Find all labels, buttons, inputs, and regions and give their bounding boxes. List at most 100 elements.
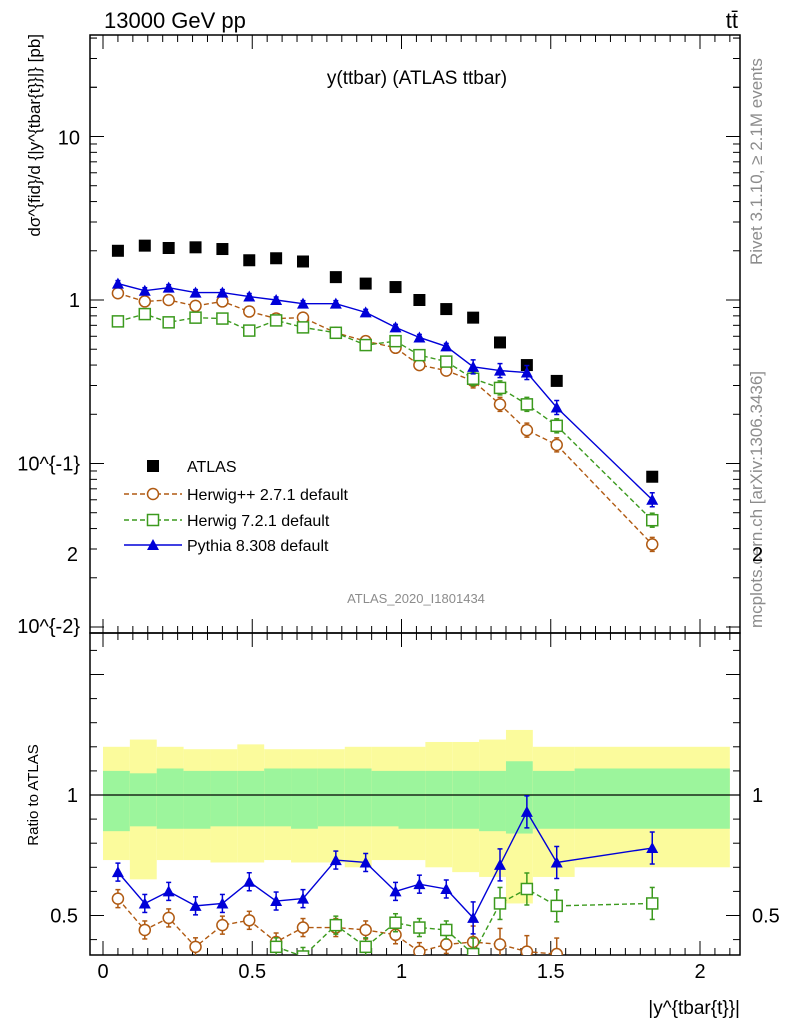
point-pythia	[520, 366, 533, 378]
ratio-point-herwig7	[359, 940, 372, 954]
point-atlas	[467, 311, 480, 324]
legend-marker-herwigpp	[146, 487, 160, 501]
ratio-point-pythia	[520, 805, 533, 817]
band-inner-segment	[317, 768, 345, 827]
main-y-axis-label: dσ^{fid}/d {|y^{tbar{t}}|} [pb]	[25, 34, 44, 237]
ratio-point-herwig7	[329, 918, 343, 932]
point-atlas	[162, 241, 175, 254]
legend-marker-herwig7	[146, 513, 160, 527]
y-tick-label: 10^{-2}	[17, 616, 80, 638]
ratio-point-herwigpp	[243, 914, 256, 927]
main-y-tick-labels: 10 1 10^{-1} 10^{-2}	[17, 128, 80, 639]
band-inner-segment	[237, 770, 265, 827]
legend-label-pythia: Pythia 8.308 default	[187, 538, 329, 555]
point-atlas	[440, 303, 453, 316]
band-inner-segment	[103, 770, 130, 832]
point-pythia	[550, 401, 563, 413]
ratio-point-pythia	[296, 892, 309, 904]
legend-marker-pythia	[147, 539, 159, 550]
series-line-pythia	[117, 282, 653, 501]
point-herwig7	[413, 348, 426, 362]
point-atlas	[216, 243, 229, 256]
band-inner-segment	[371, 770, 399, 827]
ratio-point-pythia	[216, 897, 229, 909]
x-tick-label: 1	[396, 961, 407, 983]
band-inner-segment	[425, 770, 453, 829]
point-herwigpp	[189, 299, 202, 313]
energy-label: 13000 GeV pp	[104, 8, 246, 33]
point-pythia	[296, 297, 309, 309]
process-label: tt̄	[726, 8, 738, 33]
ratio-y-tick-label-right: 2	[752, 544, 763, 566]
ratio-plot-panel: 0 0.5 1 1.5 2 0.5 0.5 1 1 2 2	[50, 544, 780, 983]
point-atlas	[646, 470, 659, 483]
ratio-point-pythia	[359, 856, 372, 868]
ratio-series-pythia	[111, 795, 659, 935]
ratio-point-herwigpp	[111, 892, 125, 905]
main-plot-panel: 10 1 10^{-1} 10^{-2}	[17, 34, 741, 639]
point-pythia	[646, 493, 659, 505]
legend-label-herwigpp: Herwig++ 2.7.1 default	[187, 487, 349, 504]
point-pythia	[467, 360, 480, 372]
ratio-x-ticks	[102, 633, 731, 955]
point-herwig7	[493, 381, 507, 395]
ratio-point-herwigpp	[189, 940, 202, 954]
ratio-point-herwig7	[550, 899, 563, 913]
ratio-line-pythia	[117, 810, 653, 920]
point-pythia	[359, 306, 372, 318]
band-inner-segment	[210, 770, 238, 827]
ratio-y-tick-label: 0.5	[50, 906, 78, 928]
series-atlas	[111, 239, 659, 483]
ratio-point-pythia	[413, 878, 426, 890]
point-pythia	[389, 321, 402, 333]
band-inner-segment	[344, 768, 372, 827]
point-herwig7	[269, 314, 283, 327]
point-atlas	[389, 281, 402, 294]
band-inner-segment	[156, 768, 184, 829]
point-herwig7	[111, 315, 125, 328]
ratio-point-pythia	[646, 842, 659, 854]
ratio-point-pythia	[389, 885, 402, 897]
point-pythia	[440, 340, 453, 352]
ratio-point-pythia	[550, 856, 563, 868]
point-atlas	[189, 241, 202, 254]
point-herwig7	[520, 398, 534, 411]
point-herwig7	[216, 312, 229, 325]
legend-label-atlas: ATLAS	[187, 459, 237, 476]
point-atlas	[359, 277, 372, 290]
point-herwig7	[359, 338, 372, 352]
point-pythia	[138, 284, 151, 296]
ratio-point-herwig7	[520, 882, 534, 896]
legend-marker-atlas	[147, 460, 159, 472]
point-atlas	[296, 255, 309, 268]
ratio-point-herwigpp	[359, 923, 372, 937]
ratio-bands	[103, 729, 730, 904]
point-atlas	[111, 244, 124, 257]
point-herwig7	[296, 321, 310, 334]
band-inner-segment	[452, 770, 480, 829]
point-atlas	[270, 252, 283, 265]
y-tick-label: 1	[69, 290, 80, 312]
band-inner-segment	[479, 770, 506, 832]
legend-item-herwigpp: Herwig++ 2.7.1 default	[124, 487, 349, 504]
ratio-point-herwig7	[389, 916, 402, 929]
x-tick-label: 0.5	[238, 961, 266, 983]
point-pythia	[216, 286, 229, 298]
band-inner-segment	[129, 773, 157, 827]
ratio-point-herwigpp	[138, 923, 152, 937]
point-herwig7	[243, 324, 256, 337]
point-herwig7	[466, 372, 480, 385]
point-pythia	[329, 297, 342, 309]
main-x-ticks	[102, 35, 731, 633]
x-tick-label: 0	[97, 961, 108, 983]
ratio-point-pythia	[440, 882, 453, 894]
point-atlas	[413, 294, 426, 306]
point-herwigpp	[138, 295, 152, 308]
point-herwigpp	[645, 538, 659, 551]
rivet-label: Rivet 3.1.10, ≥ 2.1M events	[747, 58, 766, 265]
y-tick-label: 10	[58, 128, 80, 150]
ratio-point-pythia	[243, 875, 256, 887]
point-herwig7	[389, 334, 402, 348]
ratio-y-ticks: 0.5 0.5 1 1 2 2	[50, 544, 780, 941]
ratio-point-herwigpp	[550, 947, 563, 955]
